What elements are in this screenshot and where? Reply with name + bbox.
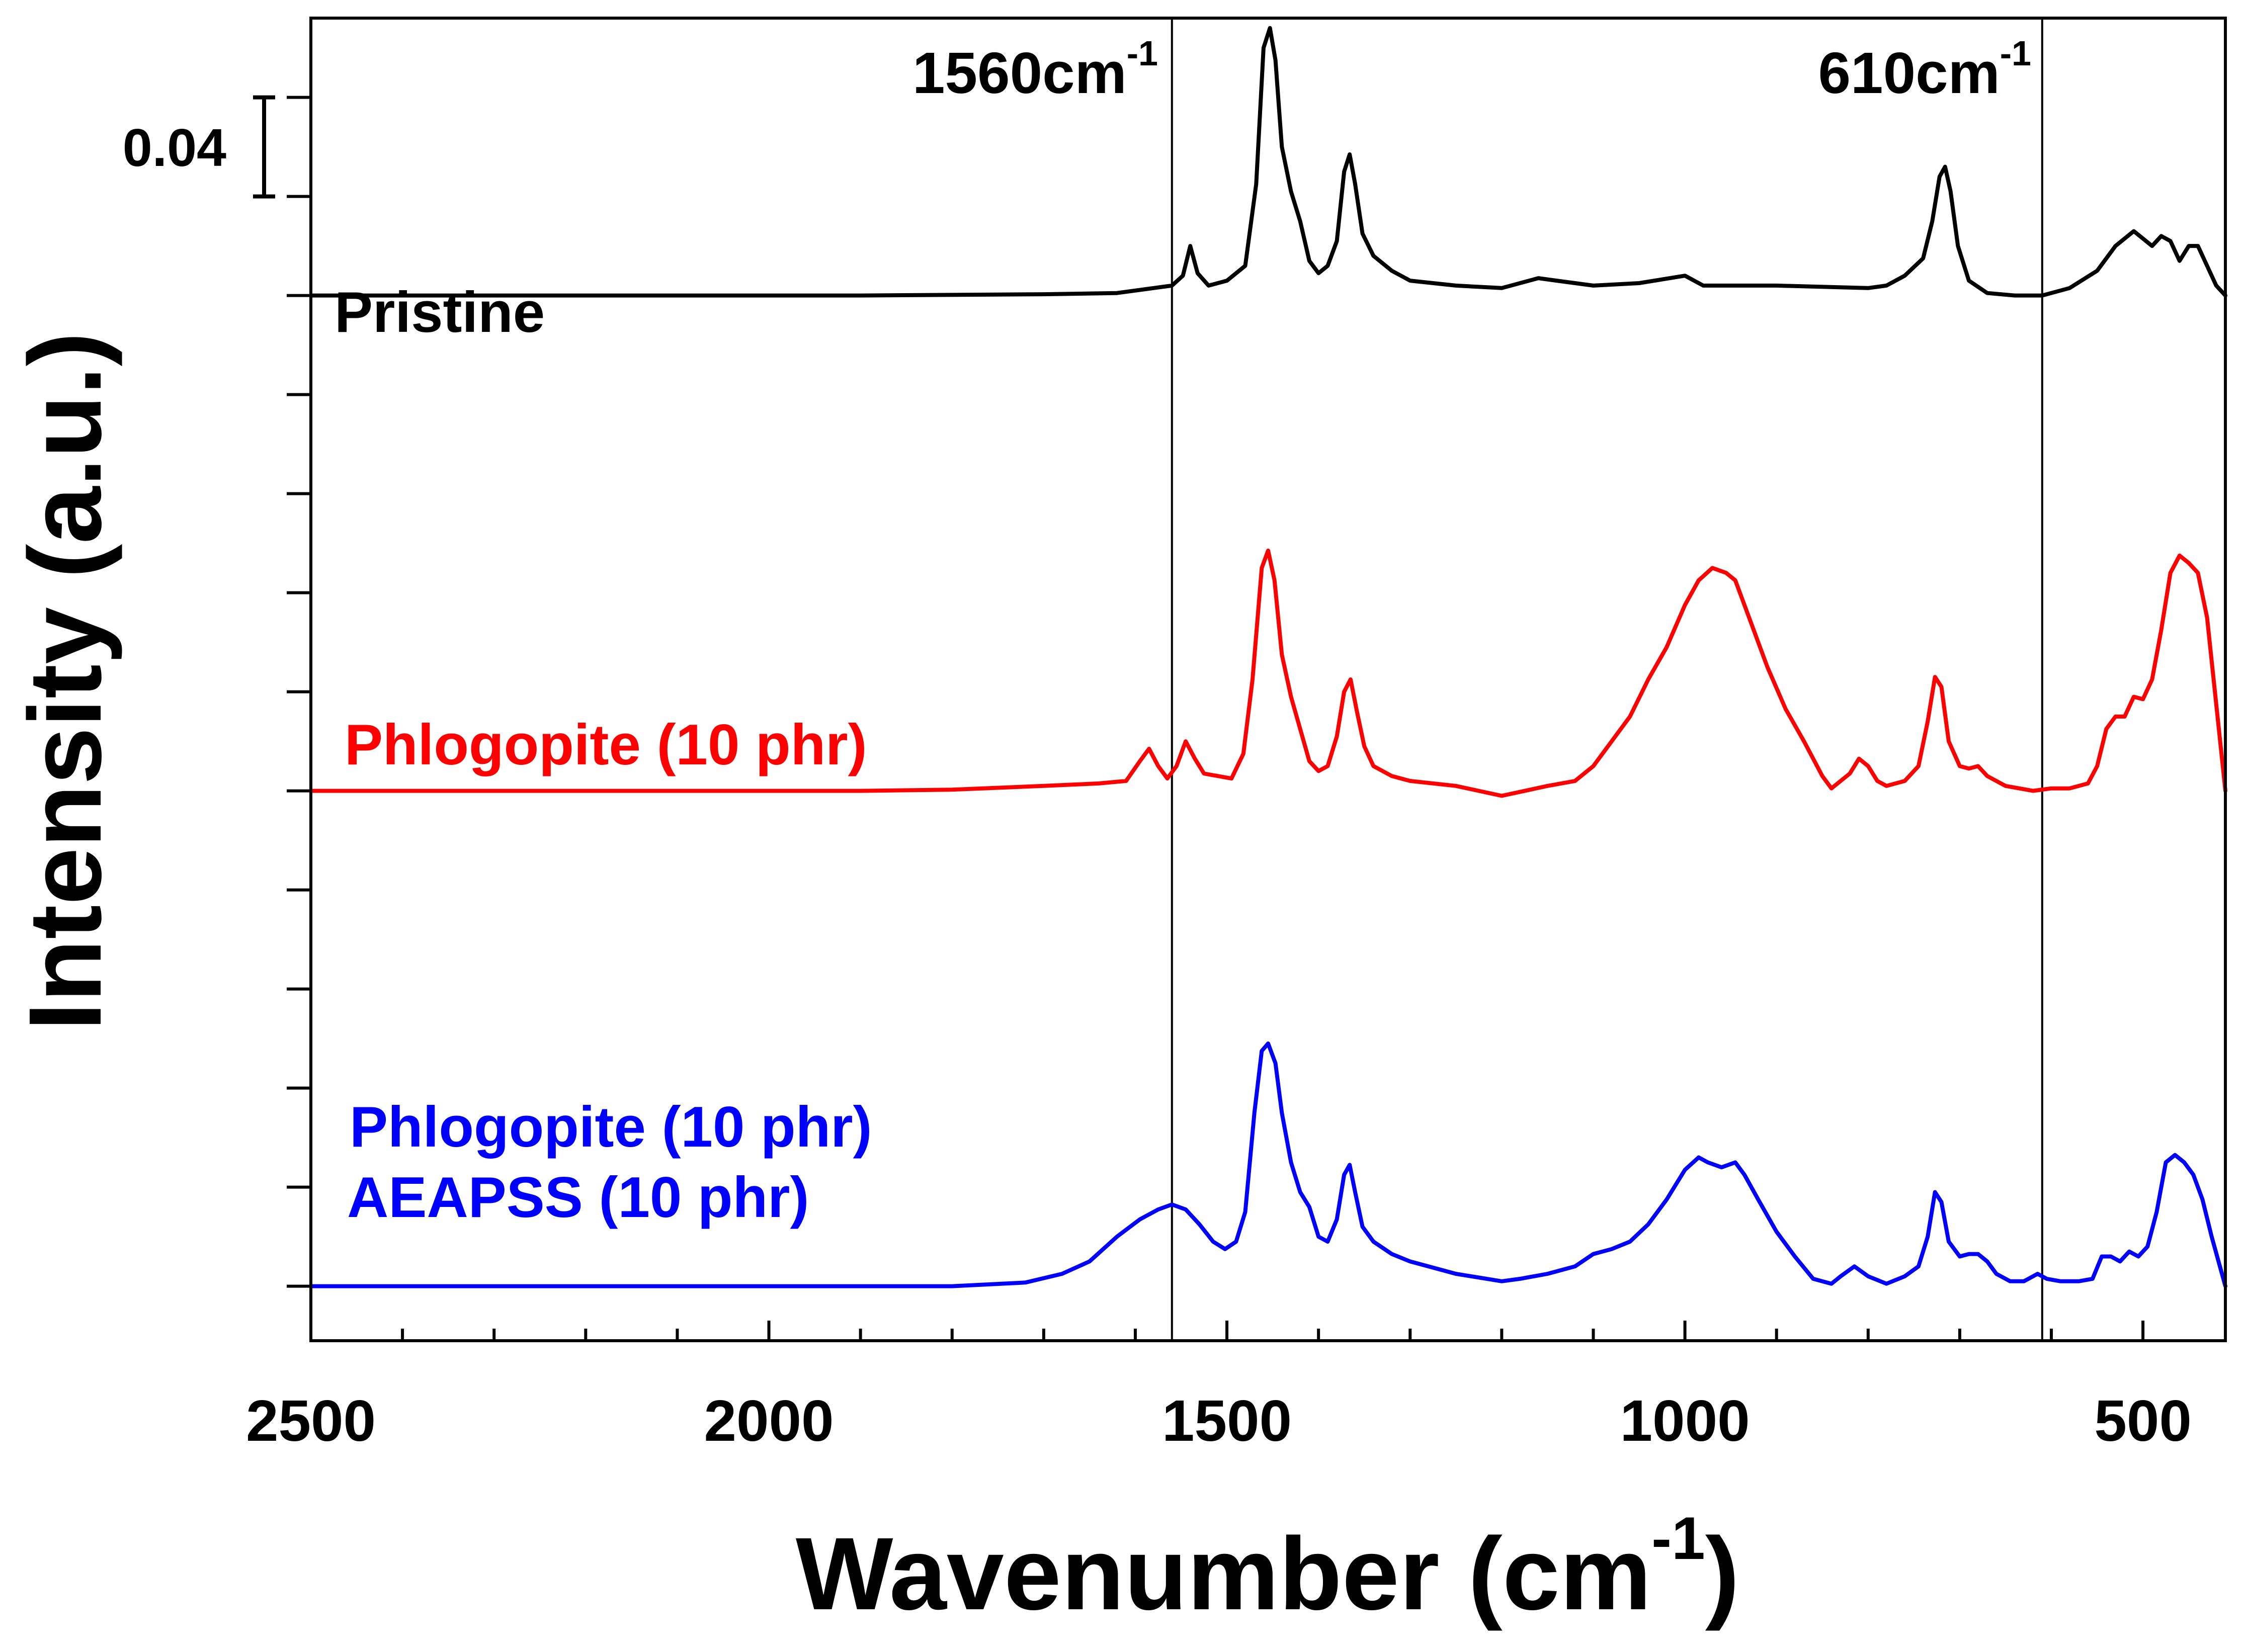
reference-lines (1171, 18, 2043, 1341)
y-axis-ticks (287, 96, 311, 1288)
x-tick-label-1000: 1000 (1620, 1388, 1750, 1453)
scale-bar: 0.04 (123, 95, 275, 199)
x-axis-ticks: 2500 2000 1500 1000 500 (246, 1321, 2192, 1453)
x-tick-label-2500: 2500 (246, 1388, 376, 1453)
legend-label-phlogopite: Phlogopite (10 phr) (345, 713, 867, 777)
y-axis-title: Intensity (a.u.) (8, 332, 123, 1031)
x-tick-label-1500: 1500 (1162, 1388, 1292, 1453)
scale-bar-label: 0.04 (123, 118, 226, 178)
series-line-0 (309, 26, 2227, 298)
series-line-1 (309, 548, 2227, 798)
ref-line-label-1560: 1560cm-1 (912, 34, 1158, 106)
x-tick-label-2000: 2000 (704, 1388, 834, 1453)
legend-label-pristine: Pristine (335, 281, 545, 344)
series-line-2 (309, 1041, 2227, 1288)
legend-label-phlogopite-aeapss-line1: Phlogopite (10 phr) (350, 1095, 872, 1159)
ref-line-label-610: 610cm-1 (1818, 34, 2031, 106)
series-group (309, 26, 2227, 1288)
legend-label-phlogopite-aeapss-line2: AEAPSS (10 phr) (347, 1166, 809, 1230)
plot-frame (309, 17, 2227, 1342)
x-axis-title: Wavenumber (cm-1) (796, 1505, 1739, 1631)
x-tick-label-500: 500 (2094, 1388, 2192, 1453)
